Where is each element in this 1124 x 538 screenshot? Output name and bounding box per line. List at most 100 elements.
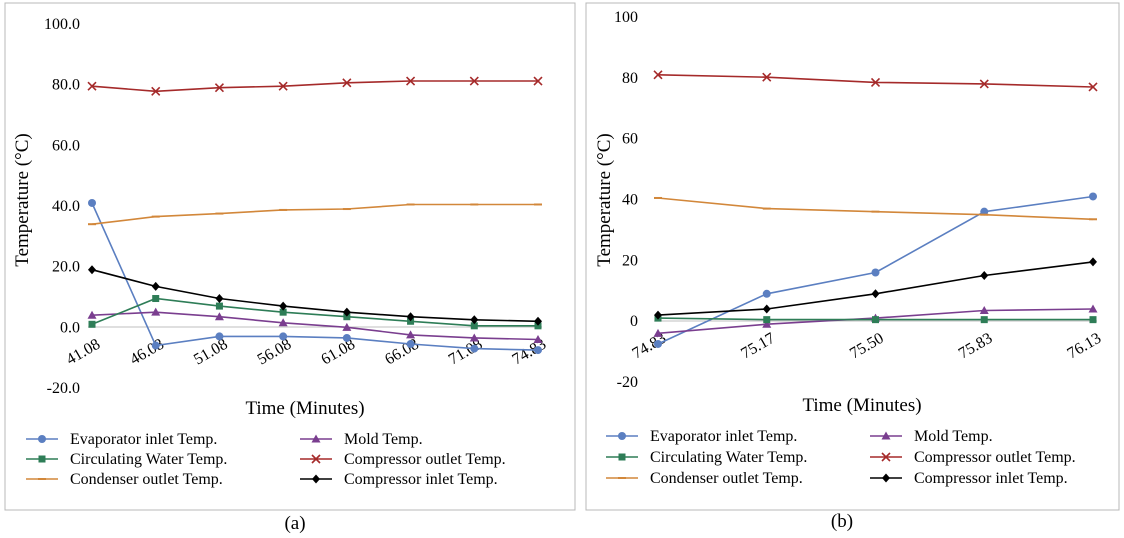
a-data-point — [215, 294, 224, 304]
a-data-point — [151, 341, 160, 350]
b-legend-marker — [881, 431, 891, 440]
b-series-line-4 — [657, 197, 1094, 221]
b-legend-marker — [618, 453, 626, 461]
a-y-tick-label: -20.0 — [47, 380, 80, 397]
chart-b-frame — [585, 2, 1120, 511]
a-legend-marker — [312, 474, 320, 484]
b-legend-marker — [882, 473, 890, 483]
a-y-tick-label: 0.0 — [60, 319, 80, 336]
a-y-tick-label: 40.0 — [52, 198, 80, 215]
a-legend-label: Compressor inlet Temp. — [344, 471, 498, 488]
a-data-point — [279, 301, 288, 311]
b-data-point — [1088, 304, 1098, 313]
b-data-point — [762, 289, 771, 298]
a-data-point — [534, 316, 542, 326]
a-series-line-5 — [91, 268, 539, 323]
a-legend-marker — [38, 435, 46, 443]
a-x-tick-label: 56.08 — [255, 336, 295, 369]
b-legend-label: Condenser outlet Temp. — [650, 470, 803, 487]
a-data-point — [87, 310, 97, 319]
b-x-tick-label: 76.13 — [1065, 330, 1105, 363]
a-data-point — [406, 340, 415, 349]
a-legend-marker — [38, 455, 46, 463]
b-y-axis-label: Temperature (°C) — [594, 133, 615, 266]
a-legend-label: Compressor outlet Temp. — [344, 451, 506, 468]
b-data-point — [979, 306, 989, 315]
b-y-tick-label: -20 — [617, 374, 638, 391]
b-data-point — [762, 304, 771, 314]
b-data-point — [980, 316, 988, 324]
a-legend-label: Mold Temp. — [344, 431, 423, 448]
b-y-tick-label: 20 — [622, 252, 638, 269]
b-data-point — [762, 72, 772, 82]
a-data-point — [470, 315, 479, 325]
b-y-tick-label: 40 — [622, 192, 638, 209]
chart-a: 100.0 80.0 60.0 40.0 20.0 0.0 -20.0 41.08 46.08 5… — [12, 16, 549, 534]
b-data-point — [870, 77, 881, 87]
b-data-point — [1089, 192, 1097, 201]
a-x-tick-label: 71.08 — [446, 336, 486, 369]
a-y-tick-label: 20.0 — [52, 259, 80, 276]
a-data-point — [470, 322, 478, 330]
b-data-point — [1088, 82, 1098, 92]
b-panel-label: (b) — [831, 511, 853, 532]
a-legend-marker — [311, 434, 321, 443]
a-data-point — [534, 346, 542, 355]
a-data-point — [533, 76, 543, 86]
a-x-tick-label: 41.08 — [64, 336, 104, 369]
a-data-point — [342, 78, 352, 88]
a-y-tick-label: 100.0 — [44, 16, 80, 33]
a-x-axis-label: Time (Minutes) — [245, 398, 364, 419]
b-legend-label: Circulating Water Temp. — [650, 449, 807, 466]
b-y-tick-label: 60 — [622, 131, 638, 148]
a-series-line-1 — [91, 311, 539, 341]
b-legend-marker — [618, 432, 626, 440]
a-data-point — [151, 307, 161, 316]
a-series-line-0 — [91, 202, 539, 351]
a-panel-label: (a) — [284, 513, 305, 534]
a-data-point — [152, 295, 160, 303]
a-y-tick-label: 80.0 — [52, 77, 80, 94]
a-data-point — [215, 332, 224, 341]
a-data-point — [342, 333, 351, 342]
a-legend-label: Evaporator inlet Temp. — [70, 431, 217, 448]
a-x-tick-label: 74.83 — [510, 336, 550, 369]
b-legend-label: Compressor inlet Temp. — [914, 470, 1068, 487]
a-data-point — [151, 86, 161, 96]
a-legend-label: Condenser outlet Temp. — [70, 471, 223, 488]
a-data-point — [407, 317, 415, 325]
b-y-tick-label: 100 — [614, 9, 638, 26]
a-data-point — [279, 332, 288, 341]
a-x-tick-label: 61.08 — [318, 336, 358, 369]
chart-a-frame — [4, 2, 576, 511]
b-data-point — [654, 310, 662, 320]
b-x-axis-label: Time (Minutes) — [802, 395, 921, 416]
b-data-point — [653, 328, 663, 337]
b-legend-label: Compressor outlet Temp. — [914, 449, 1076, 466]
a-y-tick-label: 60.0 — [52, 137, 80, 154]
a-series-line-4 — [91, 203, 538, 225]
a-data-point — [88, 198, 96, 207]
b-data-point — [871, 268, 880, 277]
b-data-point — [1089, 257, 1097, 267]
a-y-axis-label: Temperature (°C) — [12, 133, 33, 266]
a-data-point — [533, 334, 543, 343]
a-series-line-2 — [91, 297, 538, 327]
a-x-tick-label: 51.08 — [191, 336, 231, 369]
b-data-point — [979, 79, 989, 89]
a-data-point — [279, 308, 287, 316]
a-data-point — [406, 76, 416, 86]
b-y-tick-label: 0 — [630, 313, 638, 330]
b-data-point — [762, 319, 772, 328]
a-data-point — [406, 312, 415, 322]
a-series-line-3 — [91, 80, 538, 93]
a-data-point — [215, 302, 223, 310]
a-data-point — [214, 312, 224, 321]
a-legend-marker — [311, 454, 321, 464]
a-data-point — [342, 322, 352, 331]
a-data-point — [470, 344, 479, 353]
b-data-point — [653, 70, 663, 80]
b-data-point — [980, 207, 989, 216]
b-data-point — [980, 271, 989, 281]
